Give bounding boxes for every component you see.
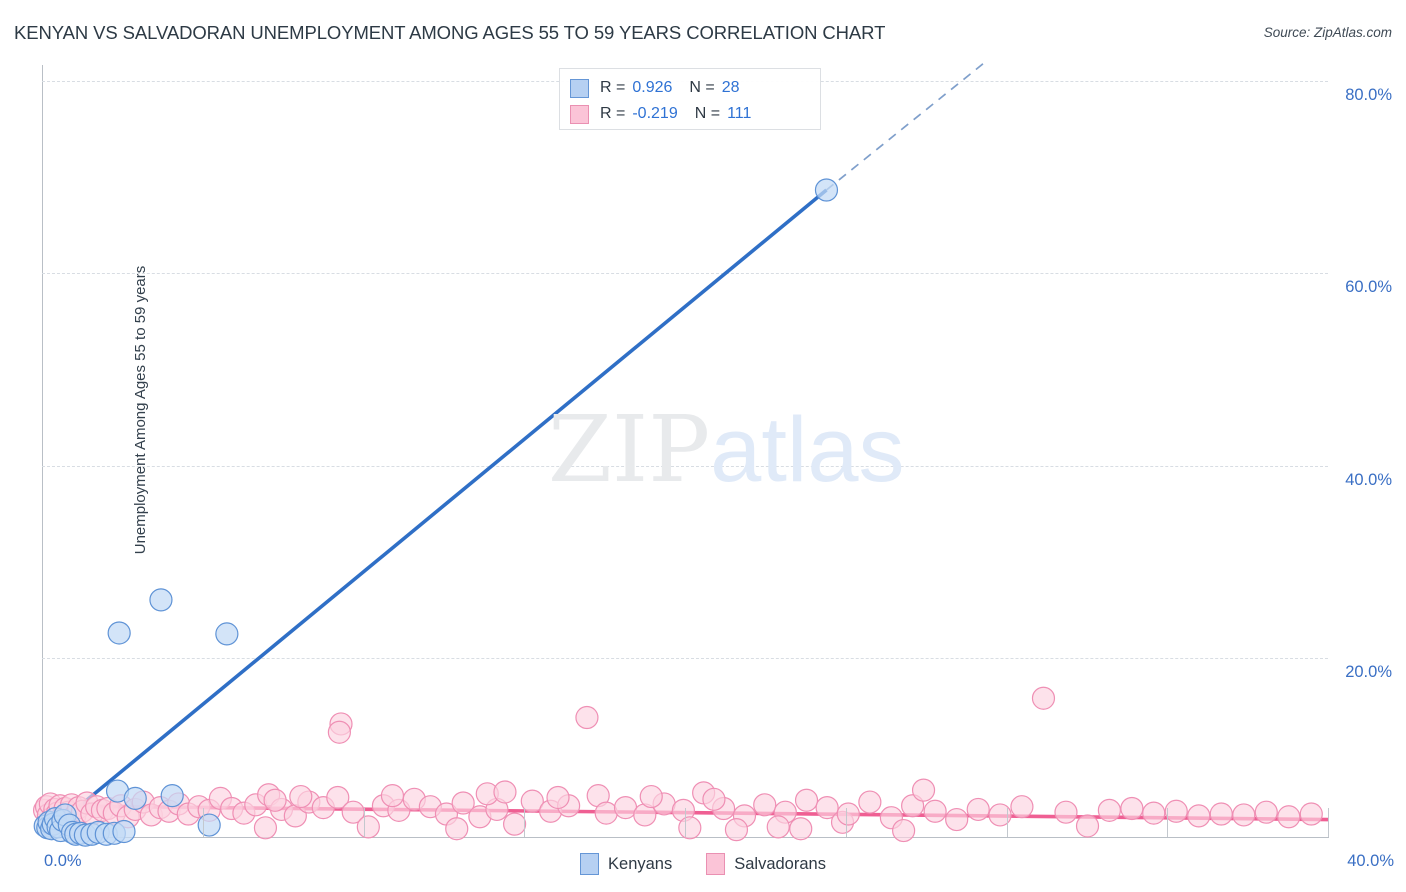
data-point-salvadorans[interactable] xyxy=(789,817,813,841)
data-point-salvadorans[interactable] xyxy=(1187,804,1211,828)
data-point-salvadorans[interactable] xyxy=(356,815,380,839)
series-swatch-kenyans xyxy=(580,853,600,875)
y-tick-label-60: 60.0% xyxy=(1345,278,1392,296)
data-point-salvadorans[interactable] xyxy=(1254,800,1278,824)
data-point-salvadorans[interactable] xyxy=(945,807,969,832)
data-point-salvadorans[interactable] xyxy=(1097,798,1121,822)
data-point-salvadorans[interactable] xyxy=(380,784,405,808)
data-point-salvadorans[interactable] xyxy=(966,797,990,822)
x-axis-tick xyxy=(1167,808,1169,837)
data-point-salvadorans[interactable] xyxy=(520,789,544,813)
series-legend: Kenyans Salvadorans xyxy=(0,848,1406,880)
data-point-salvadorans[interactable] xyxy=(451,791,475,815)
data-point-salvadorans[interactable] xyxy=(1277,805,1301,829)
y-axis-line xyxy=(42,65,43,837)
series-label-salvadorans: Salvadorans xyxy=(734,854,826,873)
x-tick-label-min: 0.0% xyxy=(44,852,82,870)
data-point-salvadorans[interactable] xyxy=(1075,814,1100,838)
series-label-kenyans: Kenyans xyxy=(608,854,673,873)
data-point-salvadorans[interactable] xyxy=(1120,796,1144,821)
data-point-salvadorans[interactable] xyxy=(546,785,570,810)
data-point-salvadorans[interactable] xyxy=(988,803,1012,827)
x-axis-tick xyxy=(685,808,686,837)
data-point-salvadorans[interactable] xyxy=(493,780,517,804)
n-value-salvadorans: 111 xyxy=(727,105,752,122)
data-point-salvadorans[interactable] xyxy=(794,788,819,812)
data-point-salvadorans[interactable] xyxy=(326,785,350,810)
data-point-kenyans[interactable] xyxy=(160,784,184,808)
y-tick-label-80: 80.0% xyxy=(1345,86,1392,104)
gridline-40 xyxy=(42,466,1328,467)
data-point-salvadorans[interactable] xyxy=(724,818,749,842)
data-point-salvadorans[interactable] xyxy=(892,818,916,843)
gridline-60 xyxy=(42,273,1328,274)
data-point-kenyans[interactable] xyxy=(197,813,221,837)
stats-row-salvadorans: R = -0.219 N = 111 xyxy=(570,101,810,127)
r-label-kenyans: R = xyxy=(600,79,626,96)
source-attribution: Source: ZipAtlas.com xyxy=(1263,25,1392,40)
n-value-kenyans: 28 xyxy=(721,79,740,96)
series-legend-item-salvadorans[interactable]: Salvadorans xyxy=(706,853,826,875)
series-swatch-salvadorans xyxy=(706,853,726,875)
plot-area xyxy=(32,59,1329,847)
scatter-plot-layer xyxy=(32,59,1329,847)
r-value-kenyans: 0.926 xyxy=(632,79,673,96)
y-tick-label-40: 40.0% xyxy=(1345,471,1392,489)
data-point-salvadorans[interactable] xyxy=(1209,802,1233,826)
trendline-kenyans xyxy=(40,188,828,839)
data-point-salvadorans[interactable] xyxy=(1164,799,1188,823)
page-title: KENYAN VS SALVADORAN UNEMPLOYMENT AMONG … xyxy=(14,22,886,43)
data-point-salvadorans[interactable] xyxy=(639,784,663,809)
gridline-20 xyxy=(42,658,1328,659)
data-point-salvadorans[interactable] xyxy=(253,816,278,840)
data-point-salvadorans[interactable] xyxy=(753,793,777,817)
trendline-kenyans-extrapolated xyxy=(825,59,988,191)
data-point-kenyans[interactable] xyxy=(123,786,147,811)
y-tick-label-20: 20.0% xyxy=(1345,663,1392,681)
data-point-salvadorans[interactable] xyxy=(766,815,790,839)
n-label-salvadorans: N = xyxy=(694,105,721,122)
r-label-salvadorans: R = xyxy=(600,105,626,122)
data-point-salvadorans[interactable] xyxy=(327,720,351,744)
x-axis-tick xyxy=(1006,808,1008,837)
x-axis-tick xyxy=(845,808,847,837)
data-point-salvadorans[interactable] xyxy=(1010,795,1034,819)
x-tick-label-max: 40.0% xyxy=(1347,852,1394,870)
data-point-salvadorans[interactable] xyxy=(594,801,618,825)
n-label-kenyans: N = xyxy=(689,79,715,96)
data-point-salvadorans[interactable] xyxy=(1054,800,1078,824)
data-point-kenyans[interactable] xyxy=(814,178,839,202)
x-axis-tick xyxy=(202,808,204,837)
series-legend-item-kenyans[interactable]: Kenyans xyxy=(580,853,672,875)
r-value-salvadorans: -0.219 xyxy=(632,105,678,122)
correlation-stats-legend: R = 0.926 N = 28 R = -0.219 N = 111 xyxy=(559,68,821,130)
data-point-salvadorans[interactable] xyxy=(923,799,947,823)
data-point-salvadorans[interactable] xyxy=(815,795,839,820)
data-point-salvadorans[interactable] xyxy=(289,784,313,809)
legend-swatch-kenyans xyxy=(570,78,589,98)
data-point-salvadorans[interactable] xyxy=(1232,803,1256,827)
data-point-salvadorans[interactable] xyxy=(836,802,860,826)
data-point-salvadorans[interactable] xyxy=(911,778,936,802)
data-point-salvadorans[interactable] xyxy=(1299,802,1323,826)
data-point-salvadorans[interactable] xyxy=(678,816,702,840)
data-point-salvadorans[interactable] xyxy=(445,817,469,841)
data-point-kenyans[interactable] xyxy=(112,819,136,844)
data-point-salvadorans[interactable] xyxy=(263,788,287,812)
data-point-kenyans[interactable] xyxy=(215,622,239,646)
data-point-salvadorans[interactable] xyxy=(1142,801,1166,825)
data-point-kenyans[interactable] xyxy=(107,621,131,645)
x-axis-tick xyxy=(524,808,526,837)
data-point-salvadorans[interactable] xyxy=(575,705,599,730)
data-point-kenyans[interactable] xyxy=(149,588,173,612)
plot-right-edge xyxy=(1328,808,1329,837)
data-point-salvadorans[interactable] xyxy=(858,790,882,814)
data-point-salvadorans[interactable] xyxy=(503,812,527,836)
legend-swatch-salvadorans xyxy=(570,104,589,124)
data-point-salvadorans[interactable] xyxy=(702,787,726,811)
x-axis-tick xyxy=(363,808,365,837)
stats-row-kenyans: R = 0.926 N = 28 xyxy=(570,75,810,101)
data-point-salvadorans[interactable] xyxy=(1031,686,1056,710)
